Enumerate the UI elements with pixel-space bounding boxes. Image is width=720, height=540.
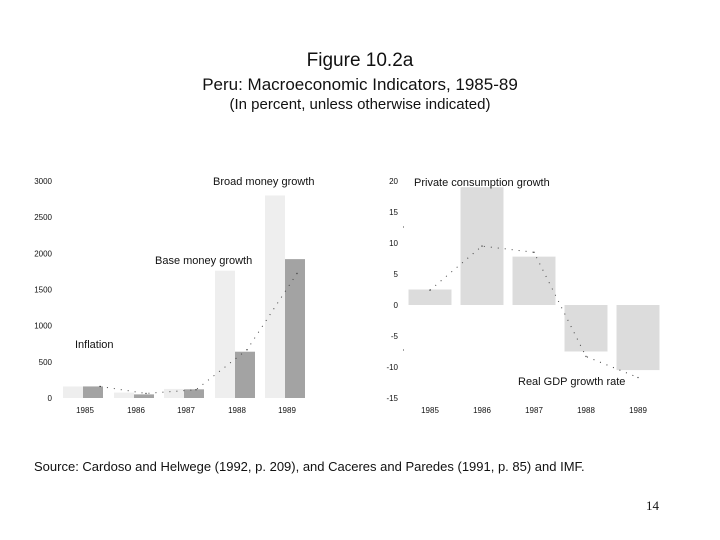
label-inflation: Inflation bbox=[75, 339, 114, 351]
x-tick-label: 1986 bbox=[127, 406, 145, 415]
bar-broad-money bbox=[114, 392, 134, 398]
y-tick-label: -10 bbox=[386, 363, 398, 372]
y-tick-label: -5 bbox=[391, 332, 399, 341]
x-tick-label: 1985 bbox=[76, 406, 94, 415]
y-tick-label: 2500 bbox=[34, 213, 52, 222]
bar-base-money bbox=[134, 394, 154, 398]
bar-base-money bbox=[184, 389, 204, 398]
source-note: Source: Cardoso and Helwege (1992, p. 20… bbox=[34, 459, 585, 474]
point-real-gdp bbox=[585, 355, 587, 358]
bar-broad-money bbox=[265, 195, 285, 398]
x-tick-label: 1987 bbox=[525, 406, 543, 415]
bar-base-money bbox=[83, 386, 103, 398]
x-tick-label: 1985 bbox=[421, 406, 439, 415]
left-chart: 0 500 1000 1500 2000 2500 3000 1985 1986 1987 1988… bbox=[34, 176, 314, 415]
point-real-gdp bbox=[533, 251, 535, 253]
bar-private-consumption bbox=[408, 289, 452, 305]
right-chart: -15 -10 -5 0 5 10 15 20 1985 1986 1987 1988 1989 Priv… bbox=[386, 177, 660, 415]
y-tick-label: 10 bbox=[389, 239, 398, 248]
point-real-gdp bbox=[481, 245, 483, 247]
y-tick-label: 20 bbox=[389, 177, 398, 186]
label-private-consumption: Private consumption growth bbox=[414, 177, 550, 189]
y-tick-label: 0 bbox=[394, 301, 399, 310]
y-tick-label: 5 bbox=[394, 270, 399, 279]
y-tick-label: 0 bbox=[48, 394, 53, 403]
point-inflation bbox=[296, 272, 298, 275]
label-broad-money: Broad money growth bbox=[213, 176, 315, 188]
y-tick-label: 3000 bbox=[34, 177, 52, 186]
y-tick-label: 1500 bbox=[34, 286, 52, 295]
figure-note: (In percent, unless otherwise indicated) bbox=[229, 96, 491, 113]
x-tick-label: 1989 bbox=[278, 406, 296, 415]
bar-private-consumption bbox=[512, 256, 556, 305]
label-real-gdp: Real GDP growth rate bbox=[518, 376, 625, 388]
point-inflation bbox=[195, 389, 197, 391]
y-tick-label: 15 bbox=[389, 208, 398, 217]
y-tick-label: 1000 bbox=[34, 322, 52, 331]
bar-private-consumption bbox=[616, 305, 660, 371]
x-tick-label: 1989 bbox=[629, 406, 647, 415]
point-real-gdp bbox=[429, 289, 431, 291]
y-tick-label: -15 bbox=[386, 394, 398, 403]
page-number: 14 bbox=[646, 498, 659, 513]
x-tick-label: 1986 bbox=[473, 406, 491, 415]
y-tick-label: 2000 bbox=[34, 249, 52, 258]
x-tick-label: 1988 bbox=[228, 406, 246, 415]
figure-subtitle: Peru: Macroeconomic Indicators, 1985-89 bbox=[202, 75, 518, 94]
x-tick-label: 1988 bbox=[577, 406, 595, 415]
x-tick-label: 1987 bbox=[177, 406, 195, 415]
bar-private-consumption bbox=[564, 305, 608, 352]
point-inflation bbox=[145, 392, 147, 395]
figure-title: Figure 10.2a bbox=[306, 50, 414, 71]
point-real-gdp bbox=[637, 376, 639, 379]
point-inflation bbox=[246, 349, 248, 351]
label-base-money: Base money growth bbox=[155, 255, 252, 267]
bar-broad-money bbox=[215, 270, 235, 398]
bar-base-money bbox=[235, 351, 255, 398]
bar-broad-money bbox=[164, 388, 184, 398]
point-inflation bbox=[99, 385, 101, 388]
y-tick-label: 500 bbox=[39, 358, 53, 367]
bar-broad-money bbox=[63, 386, 83, 398]
bar-base-money bbox=[285, 259, 305, 398]
